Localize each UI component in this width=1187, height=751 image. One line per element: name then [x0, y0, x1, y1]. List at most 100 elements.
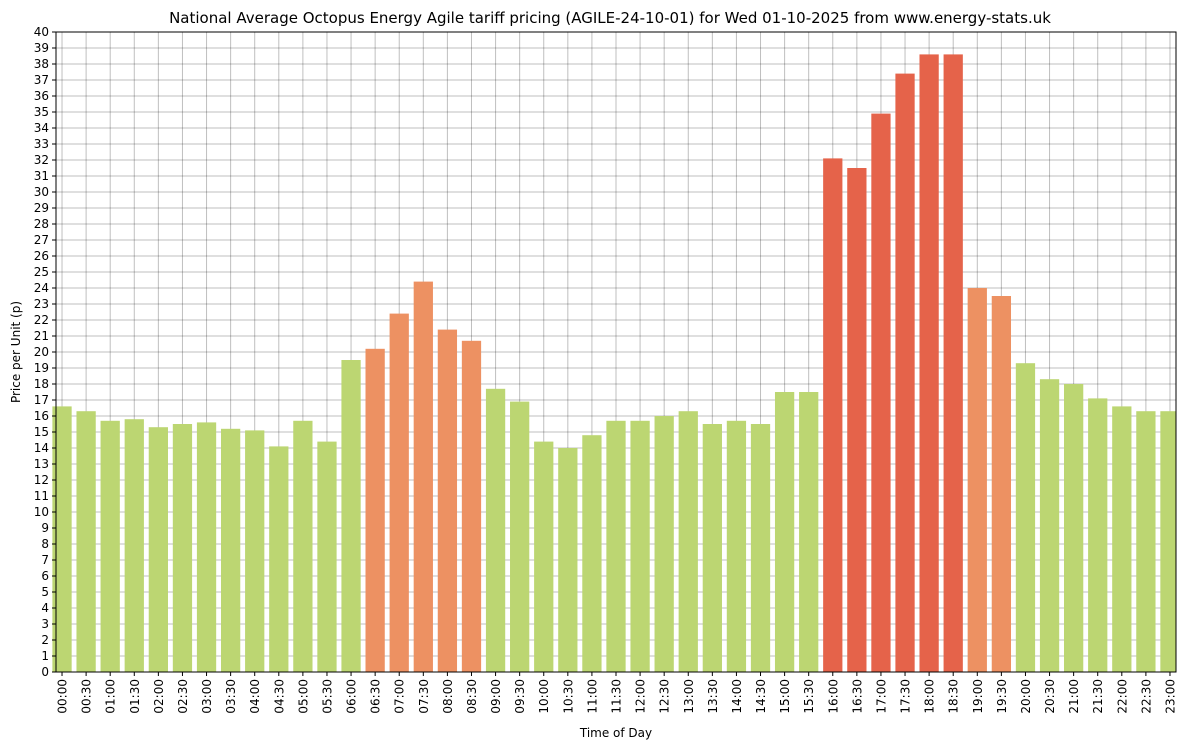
bar-1530	[799, 392, 819, 672]
bar-0830	[461, 340, 482, 672]
x-tick-label: 02:00	[152, 679, 166, 714]
x-tick-label: 05:00	[296, 679, 310, 714]
bar-1800	[919, 54, 939, 672]
x-axis: 00:00 00:30 01:00 01:30 02:00 02:30 03:00 03:30…	[56, 672, 1177, 714]
x-tick-label: 15:00	[778, 679, 792, 714]
x-tick-label: 11:30	[610, 679, 624, 714]
x-tick-label: 16:00	[826, 679, 840, 714]
bar-0130	[124, 419, 144, 672]
x-tick-label: 14:00	[730, 679, 744, 714]
x-tick-label: 22:00	[1115, 679, 1129, 714]
y-tick-label: 29	[34, 201, 49, 215]
bar-2000	[1015, 363, 1036, 672]
x-tick-label: 23:00	[1163, 679, 1177, 714]
y-tick-label: 31	[34, 169, 49, 183]
x-tick-label: 06:30	[369, 679, 383, 714]
bar-2200	[1112, 406, 1132, 672]
x-tick-label: 08:00	[441, 679, 455, 714]
x-tick-label: 22:30	[1139, 679, 1153, 714]
x-tick-label: 08:30	[465, 679, 479, 714]
bar-2130	[1088, 398, 1108, 672]
x-tick-label: 06:00	[345, 679, 359, 714]
bar-0700	[389, 313, 409, 672]
y-tick-label: 15	[34, 425, 49, 439]
x-tick-label: 07:30	[417, 679, 431, 714]
bar-0400	[245, 430, 265, 672]
bar-1500	[774, 392, 795, 672]
bar-1600	[823, 158, 843, 672]
x-tick-label: 15:30	[802, 679, 816, 714]
y-tick-label: 5	[41, 585, 49, 599]
bar-1230	[654, 416, 674, 672]
y-tick-label: 16	[34, 409, 49, 423]
x-tick-label: 01:00	[104, 679, 118, 714]
y-tick-label: 21	[34, 329, 49, 343]
bar-1730	[895, 73, 915, 673]
bar-0630	[365, 348, 385, 672]
x-tick-label: 14:30	[754, 679, 768, 714]
y-tick-label: 32	[34, 153, 49, 167]
x-tick-label: 21:00	[1067, 679, 1081, 714]
y-tick-label: 27	[34, 233, 49, 247]
bar-2100	[1064, 384, 1084, 672]
y-tick-label: 23	[34, 297, 49, 311]
y-tick-label: 12	[34, 473, 49, 487]
bar-1300	[678, 411, 698, 672]
bar-2230	[1136, 411, 1156, 672]
y-tick-label: 2	[41, 633, 49, 647]
y-tick-label: 40	[34, 25, 49, 39]
x-tick-label: 17:00	[874, 679, 888, 714]
y-tick-label: 13	[34, 457, 49, 471]
y-tick-label: 24	[34, 281, 49, 295]
bars	[52, 54, 1176, 673]
x-tick-label: 18:30	[947, 679, 961, 714]
x-tick-label: 19:30	[995, 679, 1009, 714]
x-tick-label: 20:30	[1043, 679, 1057, 714]
x-tick-label: 19:00	[971, 679, 985, 714]
x-tick-label: 10:00	[537, 679, 551, 714]
bar-0530	[317, 441, 337, 672]
x-tick-label: 00:00	[56, 679, 70, 714]
bar-0430	[269, 446, 289, 672]
y-tick-label: 20	[34, 345, 49, 359]
x-tick-label: 02:30	[176, 679, 190, 714]
x-tick-label: 00:30	[80, 679, 94, 714]
y-tick-label: 26	[34, 249, 49, 263]
x-tick-label: 05:30	[320, 679, 334, 714]
bar-0030	[76, 411, 96, 672]
bar-0200	[148, 427, 168, 672]
y-tick-label: 18	[34, 377, 49, 391]
x-tick-label: 03:30	[224, 679, 238, 714]
bar-1930	[991, 296, 1012, 672]
y-tick-label: 22	[34, 313, 49, 327]
x-tick-label: 12:30	[658, 679, 672, 714]
y-tick-label: 8	[41, 537, 49, 551]
y-tick-label: 3	[41, 617, 49, 631]
y-tick-label: 14	[34, 441, 49, 455]
y-tick-label: 37	[34, 73, 49, 87]
y-tick-label: 30	[34, 185, 49, 199]
y-axis: 0123456789101112131415161718192021222324…	[34, 25, 56, 679]
x-tick-label: 04:30	[272, 679, 286, 714]
bar-1030	[558, 448, 578, 672]
bar-1330	[702, 424, 722, 672]
x-tick-label: 12:00	[634, 679, 648, 714]
bar-1430	[750, 424, 771, 672]
x-tick-label: 13:30	[706, 679, 720, 714]
bar-1130	[606, 420, 626, 672]
y-tick-label: 28	[34, 217, 49, 231]
x-tick-label: 09:00	[489, 679, 503, 714]
bar-0000	[52, 406, 72, 672]
bar-1900	[967, 288, 987, 672]
y-tick-label: 25	[34, 265, 49, 279]
bar-1630	[847, 168, 867, 672]
y-tick-label: 39	[34, 41, 49, 55]
bar-0900	[485, 388, 506, 672]
bar-2300	[1160, 411, 1176, 672]
bar-1100	[582, 435, 602, 672]
bar-0800	[437, 329, 458, 672]
bar-0330	[220, 428, 241, 672]
y-tick-label: 9	[41, 521, 49, 535]
y-tick-label: 35	[34, 105, 49, 119]
x-tick-label: 16:30	[850, 679, 864, 714]
